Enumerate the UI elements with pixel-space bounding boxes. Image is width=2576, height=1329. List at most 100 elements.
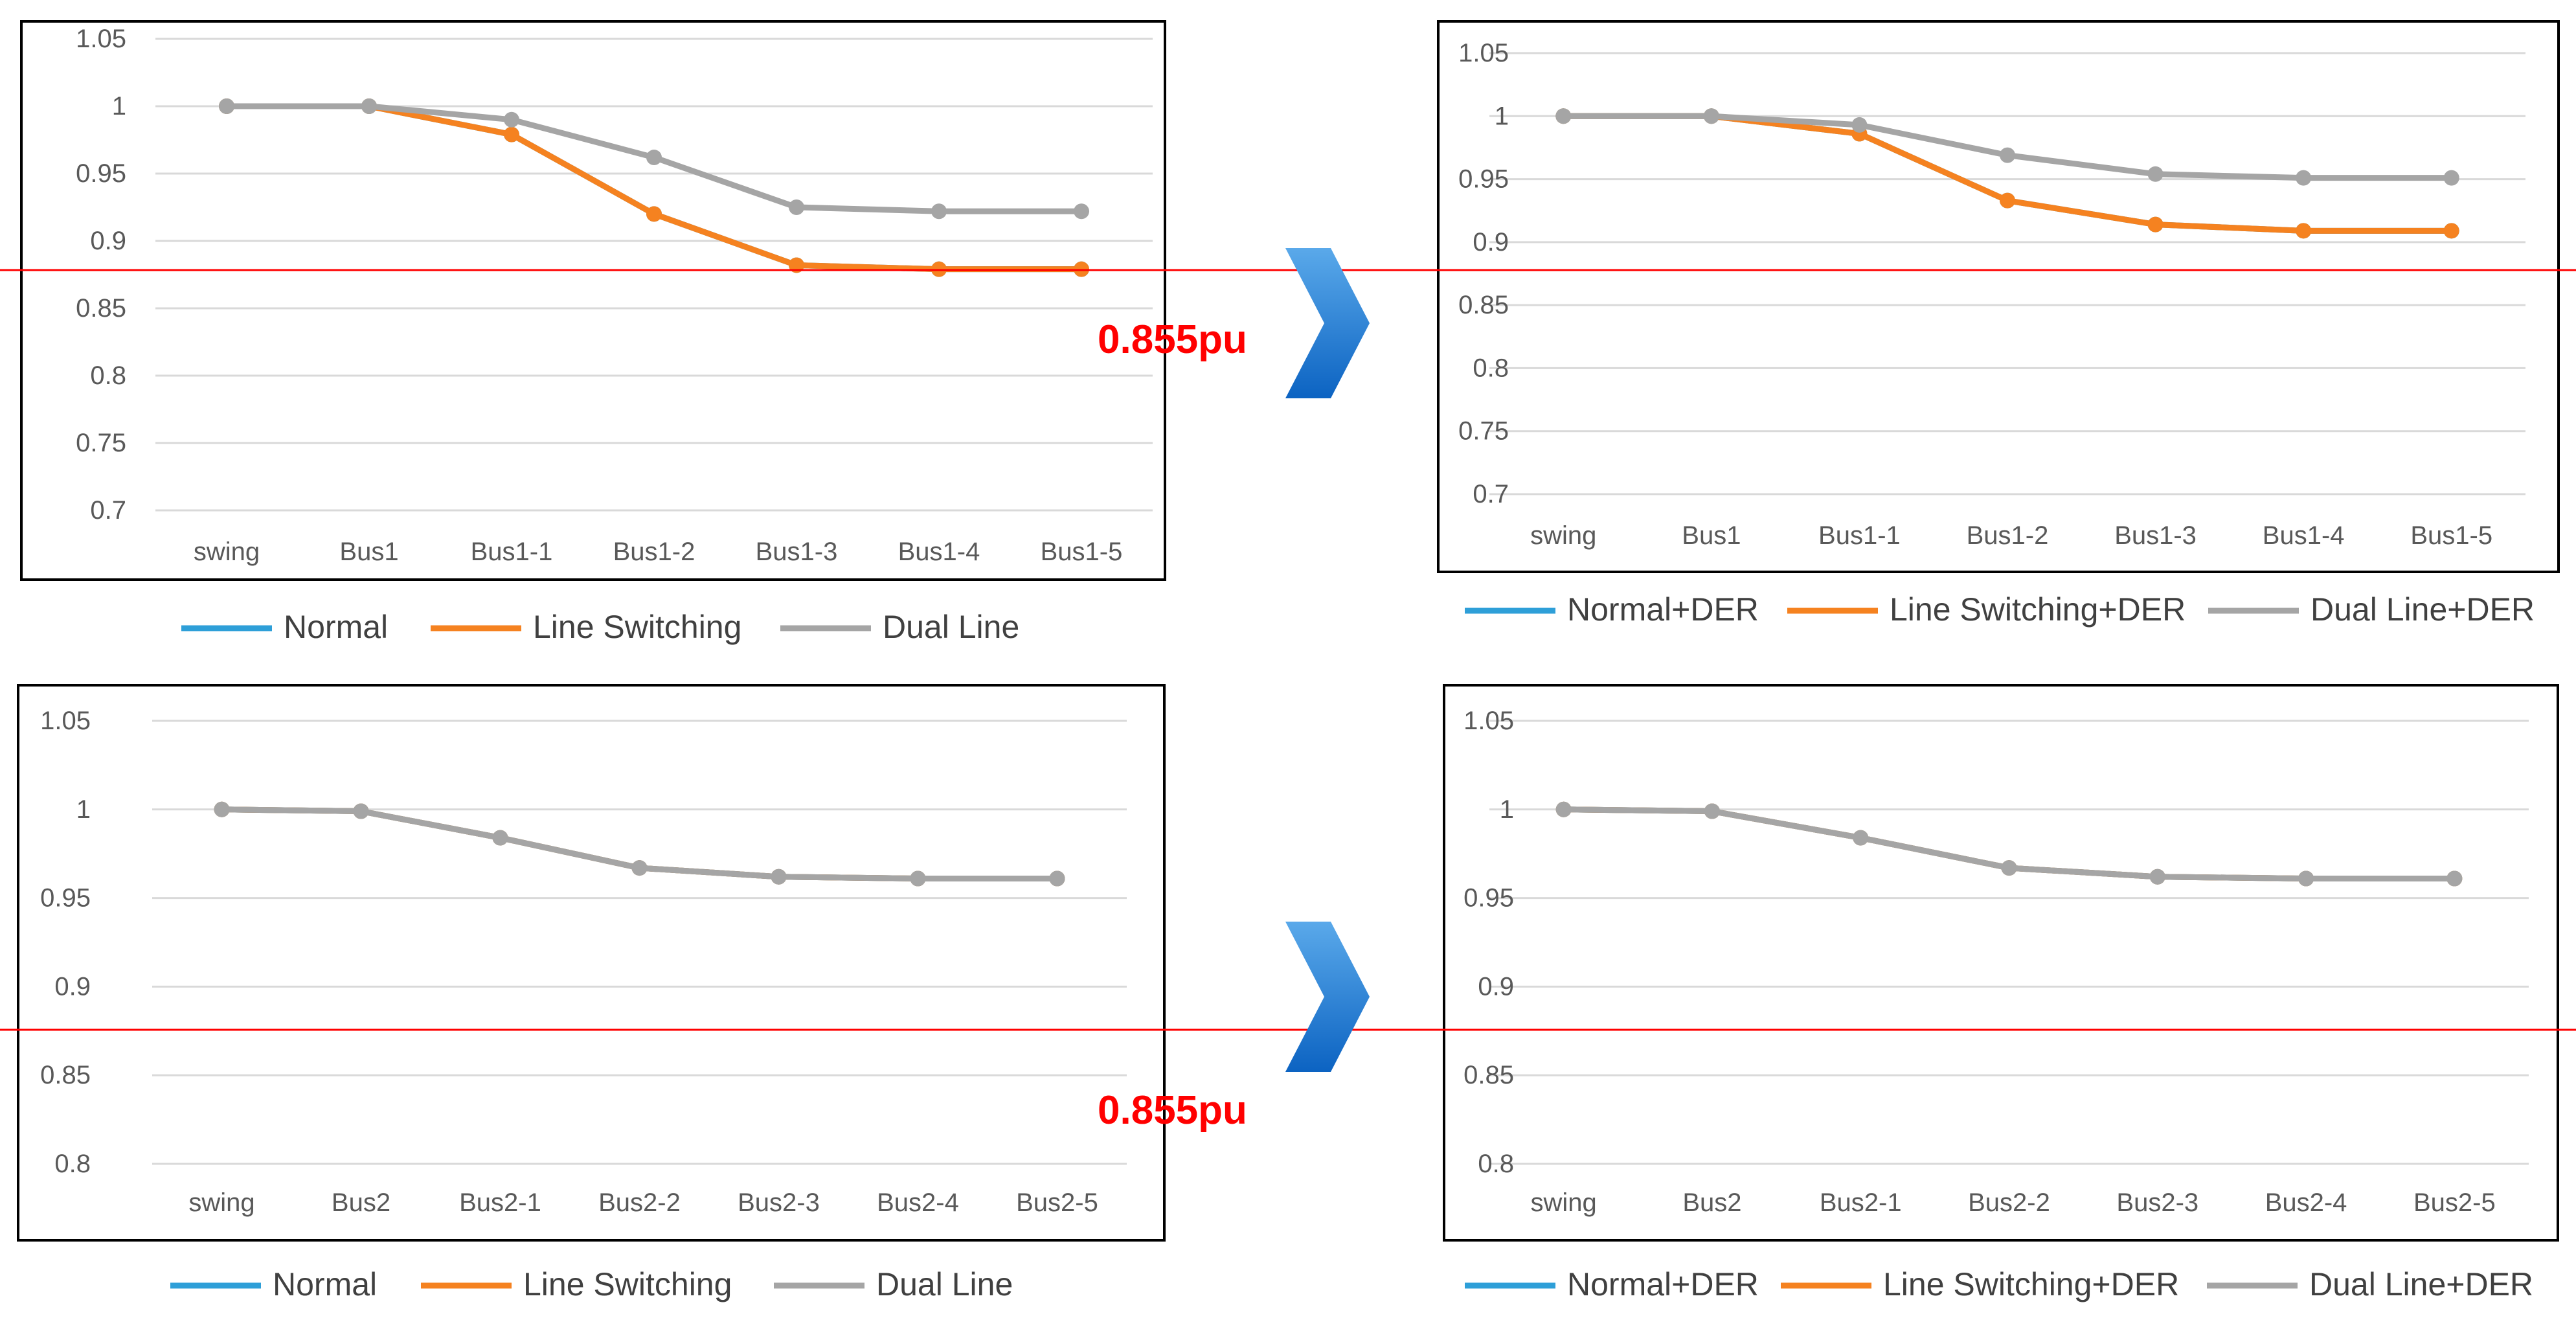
x-tick-label: Bus1-5 xyxy=(1041,538,1123,566)
data-point xyxy=(646,150,662,166)
x-tick-label: Bus2-3 xyxy=(2116,1188,2198,1217)
chart-bus1-base: 1.05 1 0.95 0.9 0.85 0.8 0.75 0.7 swing Bus1 Bus1-… xyxy=(76,25,1153,566)
chart-frame-bus2-der xyxy=(1443,684,2559,1242)
data-point xyxy=(1074,203,1089,220)
legend-bus1-base: Normal Line Switching Dual Line xyxy=(181,609,1019,645)
y-tick-label: 0.8 xyxy=(1478,1150,1514,1178)
y-tick-label: 0.95 xyxy=(1463,884,1514,913)
legend-label: Dual Line+DER xyxy=(2310,591,2535,628)
data-point xyxy=(361,98,377,114)
data-point xyxy=(2298,870,2314,887)
y-tick-label: 0.95 xyxy=(40,884,91,913)
y-tick-label: 1.05 xyxy=(1463,707,1514,735)
data-point xyxy=(931,203,947,220)
x-tick-label: Bus1-4 xyxy=(2263,521,2345,550)
y-tick-label: 0.75 xyxy=(76,429,126,457)
data-point xyxy=(789,257,804,273)
x-tick-label: Bus2-3 xyxy=(738,1188,820,1217)
legend-label: Dual Line+DER xyxy=(2309,1266,2533,1302)
y-tick-label: 0.8 xyxy=(1473,354,1509,382)
legend-bus2-base: Normal Line Switching Dual Line xyxy=(170,1266,1013,1302)
x-tick-label: swing xyxy=(194,538,260,566)
data-point xyxy=(646,206,662,222)
x-tick-label: Bus1-2 xyxy=(613,538,695,566)
data-point xyxy=(1703,108,1719,124)
y-tick-label: 1 xyxy=(1500,795,1514,824)
chevron-right-icon xyxy=(1285,248,1370,398)
legend-label: Normal xyxy=(284,609,388,645)
x-tick-label: Bus1-1 xyxy=(1818,521,1901,550)
data-point xyxy=(2000,147,2015,163)
chevron-right-icon xyxy=(1285,922,1370,1072)
data-point xyxy=(2147,216,2164,233)
x-tick-label: swing xyxy=(188,1188,254,1217)
y-tick-label: 0.9 xyxy=(1478,972,1514,1001)
data-point xyxy=(771,869,787,885)
data-point xyxy=(789,199,804,215)
y-tick-label: 0.85 xyxy=(1463,1061,1514,1089)
y-tick-label: 1 xyxy=(1495,102,1509,130)
legend-label: Normal+DER xyxy=(1567,591,1759,628)
data-point xyxy=(2296,170,2312,186)
x-tick-label: Bus2-1 xyxy=(1820,1188,1902,1217)
data-point xyxy=(631,860,648,876)
y-tick-label: 1 xyxy=(76,795,91,824)
y-tick-label: 0.9 xyxy=(90,227,126,255)
data-point xyxy=(2000,192,2015,209)
y-tick-label: 1.05 xyxy=(40,707,91,735)
y-tick-label: 0.95 xyxy=(1458,165,1509,194)
data-point xyxy=(2149,869,2165,885)
x-tick-label: Bus1-5 xyxy=(2410,521,2492,550)
x-tick-label: Bus2-4 xyxy=(877,1188,959,1217)
legend-bus1-der: Normal+DER Line Switching+DER Dual Line+DE… xyxy=(1465,591,2535,628)
y-tick-label: 0.75 xyxy=(1458,417,1509,446)
y-tick-label: 0.7 xyxy=(90,496,126,525)
data-point xyxy=(504,111,519,128)
data-point xyxy=(353,803,369,819)
legend-label: Normal xyxy=(273,1266,377,1302)
data-point xyxy=(504,126,519,142)
data-point xyxy=(2443,223,2459,239)
data-point xyxy=(2446,870,2463,887)
chart-frame-bus1-base xyxy=(20,20,1166,581)
data-point xyxy=(1555,801,1572,817)
x-tick-label: Bus1 xyxy=(339,538,398,566)
x-tick-label: Bus2-4 xyxy=(2265,1188,2347,1217)
data-point xyxy=(1853,830,1869,846)
legend-bus2-der: Normal+DER Line Switching+DER Dual Line+DE… xyxy=(1465,1266,2533,1302)
y-tick-label: 0.8 xyxy=(54,1150,91,1178)
chart-frame-bus1-der xyxy=(1437,20,2560,573)
y-tick-label: 0.8 xyxy=(90,361,126,390)
data-point xyxy=(2147,166,2164,182)
data-point xyxy=(2443,170,2459,186)
x-tick-label: Bus2 xyxy=(1682,1188,1741,1217)
x-tick-label: Bus2-2 xyxy=(598,1188,681,1217)
legend-label: Line Switching+DER xyxy=(1890,591,2186,628)
data-point xyxy=(2296,223,2312,239)
threshold-label-bottom: 0.855pu xyxy=(1098,1088,1247,1133)
threshold-label-top: 0.855pu xyxy=(1098,317,1247,362)
x-tick-label: Bus2 xyxy=(332,1188,390,1217)
x-tick-label: Bus2-5 xyxy=(2413,1188,2496,1217)
y-tick-label: 0.85 xyxy=(1458,291,1509,319)
y-tick-label: 1.05 xyxy=(76,25,126,53)
legend-label: Dual Line xyxy=(876,1266,1013,1302)
data-point xyxy=(1851,117,1868,133)
y-tick-label: 0.95 xyxy=(76,159,126,188)
data-point xyxy=(214,801,230,817)
legend-label: Dual Line xyxy=(883,609,1019,645)
x-tick-label: Bus2-5 xyxy=(1016,1188,1098,1217)
x-tick-label: Bus1-1 xyxy=(471,538,553,566)
data-point xyxy=(492,830,508,846)
legend-label: Line Switching xyxy=(523,1266,732,1302)
data-point xyxy=(1704,803,1720,819)
chart-bus2-der: 1.05 1 0.95 0.9 0.85 0.8 swing Bus2 Bus2-1 Bus2-2… xyxy=(1463,707,2529,1217)
data-point xyxy=(910,870,926,887)
data-point xyxy=(2001,860,2017,876)
x-tick-label: Bus1-2 xyxy=(1967,521,2049,550)
legend-label: Normal+DER xyxy=(1567,1266,1759,1302)
x-tick-label: Bus2-1 xyxy=(459,1188,541,1217)
chart-bus1-der: 1.05 1 0.95 0.9 0.85 0.8 0.75 0.7 swing Bus1 Bus1-… xyxy=(1458,39,2525,550)
y-tick-label: 0.85 xyxy=(76,294,126,323)
